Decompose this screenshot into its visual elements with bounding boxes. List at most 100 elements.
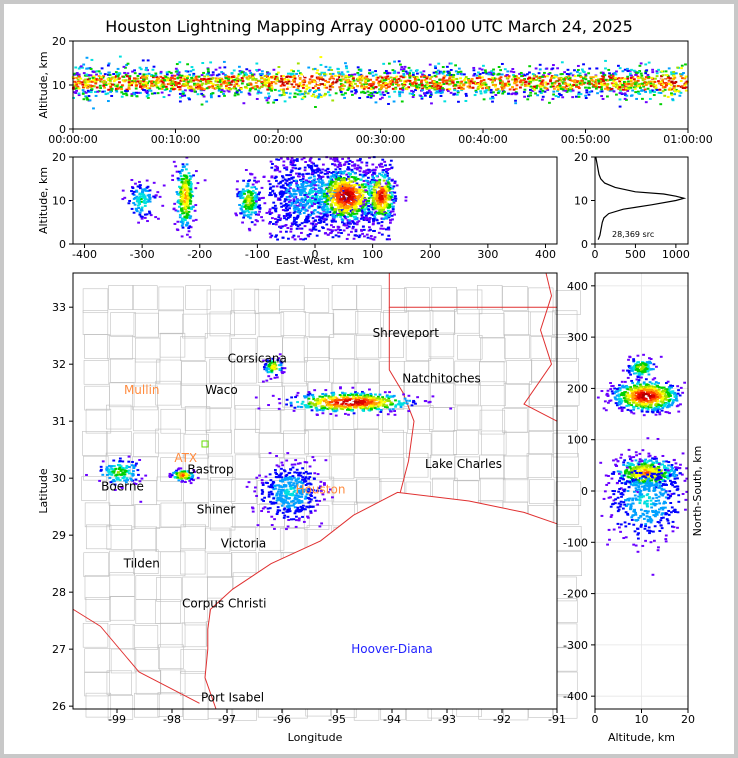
time-altitude-point <box>307 66 311 69</box>
time-altitude-point <box>321 78 324 81</box>
time-altitude-point <box>485 89 488 92</box>
time-altitude-point <box>562 89 566 92</box>
ew-point <box>333 188 337 191</box>
time-altitude-point <box>590 90 594 93</box>
time-altitude-point <box>187 80 190 83</box>
ew-point <box>287 200 291 203</box>
ew-point <box>189 184 193 187</box>
ew-point <box>253 195 257 198</box>
ew-point <box>357 208 361 211</box>
ew-point <box>186 221 189 224</box>
ew-point <box>360 216 364 219</box>
time-altitude-point <box>558 84 562 87</box>
time-altitude-point <box>227 75 231 78</box>
time-altitude-point <box>531 73 535 76</box>
time-altitude-point <box>649 81 653 84</box>
time-altitude-point <box>556 86 560 89</box>
time-altitude-point <box>285 75 289 78</box>
time-altitude-point <box>95 73 98 76</box>
ew-point <box>148 189 152 192</box>
ew-point <box>356 177 360 180</box>
time-altitude-point <box>306 92 310 95</box>
ew-point <box>171 178 175 181</box>
ew-point <box>359 198 363 201</box>
time-altitude-point <box>667 67 671 70</box>
time-altitude-point <box>627 82 631 85</box>
ew-point <box>153 196 157 199</box>
time-altitude-point <box>259 75 263 78</box>
time-altitude-point <box>570 85 574 88</box>
ew-point <box>296 184 300 187</box>
time-altitude-point <box>242 102 246 105</box>
time-altitude-point <box>106 100 110 103</box>
time-altitude-point <box>270 89 274 92</box>
ew-point <box>326 175 330 178</box>
ew-point <box>318 195 322 198</box>
ew-point <box>330 197 334 200</box>
time-altitude-point <box>552 90 556 93</box>
time-altitude-point <box>452 78 456 81</box>
ew-point <box>372 222 375 225</box>
time-altitude-point <box>620 84 624 87</box>
time-altitude-point <box>643 81 647 84</box>
time-altitude-point <box>415 69 419 72</box>
ew-point <box>176 177 180 180</box>
time-altitude-point <box>227 90 231 93</box>
ew-point <box>181 207 185 210</box>
time-altitude-point <box>519 79 523 82</box>
time-altitude-point <box>305 85 309 88</box>
ew-point <box>242 211 246 214</box>
ew-point <box>365 233 369 236</box>
time-altitude-point <box>116 83 120 86</box>
ew-point <box>284 182 288 185</box>
time-altitude-point <box>342 93 345 96</box>
time-altitude-point <box>613 78 617 81</box>
ew-point <box>268 222 271 225</box>
time-altitude-point <box>578 72 582 75</box>
time-altitude-point <box>470 77 474 80</box>
time-altitude-point <box>421 84 424 87</box>
time-altitude-point <box>667 79 671 82</box>
time-altitude-point <box>417 78 421 81</box>
time-altitude-point <box>538 90 542 93</box>
time-altitude-point <box>151 75 155 78</box>
ew-point <box>319 216 323 219</box>
ew-point <box>337 178 340 181</box>
time-altitude-point <box>626 70 630 73</box>
ew-point <box>249 191 253 194</box>
time-altitude-point <box>392 100 396 103</box>
ew-point <box>344 209 348 212</box>
ew-point <box>378 172 381 175</box>
time-altitude-point <box>512 88 516 91</box>
time-altitude-point <box>76 85 80 88</box>
time-altitude-point <box>503 82 507 85</box>
ew-point <box>390 194 394 197</box>
ew-point <box>346 199 350 202</box>
time-altitude-point <box>395 78 399 81</box>
time-altitude-point <box>406 72 409 75</box>
ew-point <box>337 226 341 229</box>
ew-point <box>350 215 354 218</box>
time-altitude-point <box>570 88 574 91</box>
time-altitude-point <box>317 73 321 76</box>
time-altitude-point <box>301 86 305 89</box>
time-altitude-point <box>100 67 104 70</box>
time-altitude-point <box>83 81 87 84</box>
time-altitude-point <box>259 74 263 77</box>
ew-point <box>305 172 309 175</box>
ew-point <box>278 191 282 194</box>
time-altitude-point <box>238 79 242 82</box>
time-altitude-point <box>556 88 560 91</box>
time-altitude-point <box>541 85 545 88</box>
time-altitude-point <box>648 97 652 100</box>
ew-point <box>350 208 354 211</box>
time-altitude-point <box>365 75 369 78</box>
time-altitude-point <box>359 69 363 72</box>
time-altitude-point <box>214 68 218 71</box>
time-altitude-point <box>285 91 288 94</box>
ew-point <box>348 188 351 191</box>
ew-point <box>333 158 337 161</box>
ew-point <box>345 201 349 204</box>
ew-point <box>300 227 304 230</box>
ew-point <box>250 208 254 211</box>
